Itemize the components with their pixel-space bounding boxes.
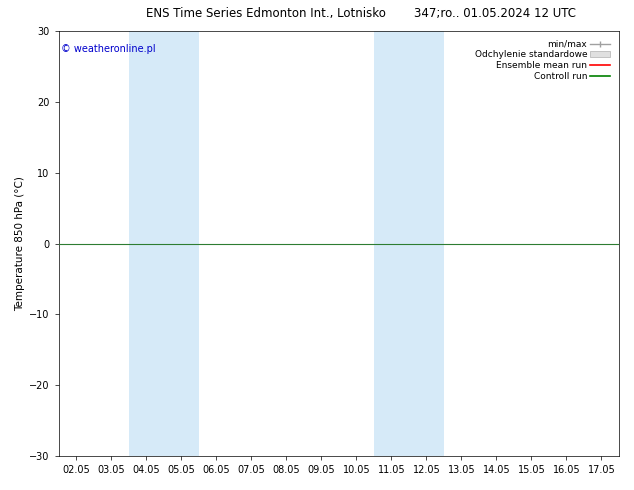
Text: © weatheronline.pl: © weatheronline.pl	[61, 44, 156, 54]
Text: ENS Time Series Edmonton Int., Lotnisko: ENS Time Series Edmonton Int., Lotnisko	[146, 7, 386, 21]
Y-axis label: Temperature 850 hPa (°C): Temperature 850 hPa (°C)	[15, 176, 25, 311]
Legend: min/max, Odchylenie standardowe, Ensemble mean run, Controll run: min/max, Odchylenie standardowe, Ensembl…	[473, 38, 612, 83]
Bar	[374, 31, 444, 456]
Bar	[129, 31, 199, 456]
Text: 347;ro.. 01.05.2024 12 UTC: 347;ro.. 01.05.2024 12 UTC	[413, 7, 576, 21]
